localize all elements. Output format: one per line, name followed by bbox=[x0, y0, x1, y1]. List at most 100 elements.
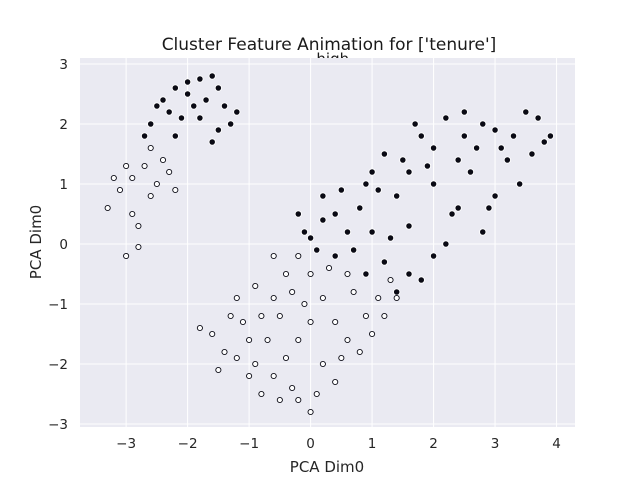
scatter-point bbox=[454, 156, 462, 164]
scatter-point bbox=[214, 84, 223, 92]
scatter-point bbox=[534, 114, 542, 122]
scatter-point bbox=[294, 210, 302, 218]
scatter-point bbox=[307, 408, 314, 416]
scatter-point bbox=[196, 75, 204, 83]
scatter-point bbox=[356, 204, 364, 212]
scatter-point bbox=[295, 396, 302, 404]
scatter-point bbox=[338, 354, 345, 362]
scatter-point bbox=[381, 312, 388, 320]
scatter-point bbox=[417, 276, 425, 284]
scatter-point bbox=[393, 288, 401, 296]
scatter-point bbox=[209, 330, 216, 338]
scatter-point bbox=[221, 348, 228, 356]
scatter-point bbox=[289, 384, 296, 392]
scatter-point bbox=[153, 102, 161, 110]
scatter-point bbox=[282, 354, 290, 362]
scatter-point bbox=[325, 264, 333, 272]
scatter-point bbox=[491, 192, 499, 200]
scatter-point bbox=[344, 336, 351, 344]
scatter-point bbox=[196, 114, 204, 122]
scatter-point bbox=[171, 84, 179, 92]
scatter-point bbox=[301, 300, 308, 308]
scatter-point bbox=[214, 126, 223, 134]
scatter-point bbox=[380, 258, 389, 266]
x-tick-label: 2 bbox=[429, 436, 438, 452]
scatter-point bbox=[147, 192, 154, 200]
scatter-point bbox=[313, 246, 321, 254]
scatter-point bbox=[246, 336, 253, 344]
scatter-point bbox=[306, 234, 315, 242]
scatter-point bbox=[208, 138, 216, 146]
scatter-point bbox=[528, 150, 536, 158]
scatter-point bbox=[344, 270, 351, 278]
scatter-point bbox=[270, 294, 277, 302]
grid-lines bbox=[80, 58, 575, 427]
scatter-point bbox=[319, 216, 327, 224]
scatter-point bbox=[129, 210, 136, 218]
data-points bbox=[104, 72, 555, 416]
scatter-point bbox=[215, 366, 222, 374]
scatter-point bbox=[331, 210, 339, 218]
scatter-point bbox=[546, 132, 555, 140]
scatter-point bbox=[171, 132, 179, 140]
scatter-point bbox=[405, 222, 413, 230]
y-tick-label: −3 bbox=[48, 417, 68, 433]
scatter-point bbox=[386, 234, 395, 242]
y-tick-label: −1 bbox=[48, 297, 68, 313]
scatter-point bbox=[165, 108, 173, 116]
scatter-point bbox=[220, 102, 229, 110]
scatter-point bbox=[466, 168, 475, 176]
scatter-point bbox=[129, 174, 136, 182]
scatter-point bbox=[429, 252, 438, 260]
scatter-point bbox=[233, 108, 241, 116]
scatter-point bbox=[227, 312, 234, 320]
scatter-point bbox=[387, 276, 394, 284]
x-tick-label: 1 bbox=[368, 436, 377, 452]
scatter-point bbox=[307, 270, 314, 278]
scatter-point bbox=[479, 228, 487, 236]
y-tick-label: 0 bbox=[59, 237, 68, 253]
scatter-point bbox=[540, 138, 548, 146]
y-tick-label: −2 bbox=[48, 357, 68, 373]
scatter-point bbox=[276, 312, 283, 320]
scatter-point bbox=[331, 252, 339, 260]
scatter-point bbox=[472, 144, 481, 152]
scatter-point bbox=[239, 318, 247, 326]
scatter-point bbox=[429, 144, 438, 152]
scatter-point bbox=[380, 150, 389, 158]
scatter-point bbox=[153, 180, 160, 188]
scatter-point bbox=[183, 90, 192, 98]
scatter-point bbox=[350, 288, 357, 296]
scatter-point bbox=[423, 162, 432, 170]
scatter-point bbox=[319, 294, 326, 302]
scatter-point bbox=[442, 240, 450, 248]
scatter-point bbox=[374, 186, 382, 194]
scatter-point bbox=[177, 114, 186, 122]
scatter-point bbox=[332, 378, 339, 386]
y-axis-label: PCA Dim0 bbox=[27, 205, 45, 279]
scatter-point bbox=[405, 270, 413, 278]
scatter-point bbox=[356, 348, 363, 356]
scatter-point bbox=[337, 186, 345, 194]
scatter-point bbox=[227, 120, 235, 128]
scatter-point bbox=[368, 168, 376, 176]
scatter-point bbox=[503, 156, 512, 164]
scatter-point bbox=[289, 288, 296, 296]
x-tick-label: 0 bbox=[306, 436, 315, 452]
scatter-point bbox=[393, 192, 401, 200]
scatter-point bbox=[369, 330, 376, 338]
scatter-point bbox=[123, 252, 130, 260]
scatter-point bbox=[140, 132, 149, 140]
scatter-point bbox=[509, 132, 518, 140]
scatter-point bbox=[110, 174, 117, 182]
scatter-point bbox=[448, 210, 456, 218]
scatter-point bbox=[295, 252, 302, 260]
scatter-point bbox=[116, 186, 124, 194]
scatter-point bbox=[460, 132, 468, 140]
scatter-point bbox=[258, 390, 265, 398]
plot-area bbox=[80, 58, 575, 427]
x-tick-label: −2 bbox=[178, 436, 198, 452]
scatter-point bbox=[343, 228, 352, 236]
scatter-point bbox=[159, 156, 167, 164]
